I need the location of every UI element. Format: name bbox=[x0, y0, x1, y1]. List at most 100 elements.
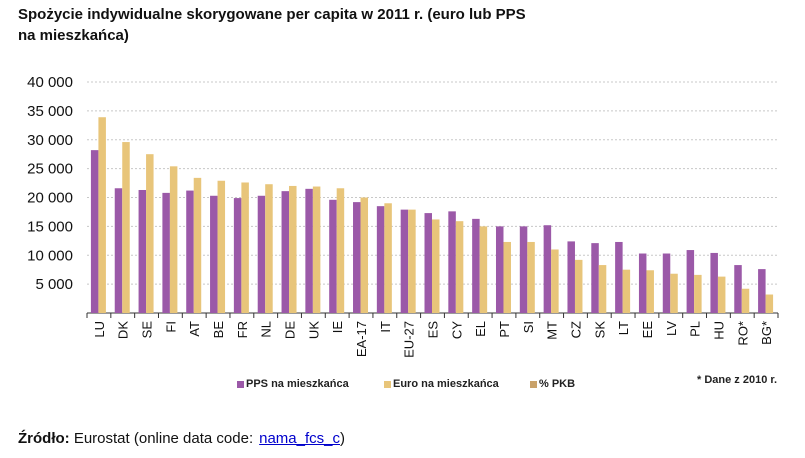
bar-euro-EL bbox=[479, 226, 488, 313]
legend-label: Euro na mieszkańca bbox=[393, 378, 499, 390]
bar-pps-LU bbox=[90, 150, 99, 313]
x-tick-label: SE bbox=[140, 321, 155, 339]
y-tick-label: 20 000 bbox=[27, 190, 73, 207]
x-tick-label: LU bbox=[92, 321, 107, 338]
source-line: Źródło: Eurostat (online data code: nama_… bbox=[18, 430, 345, 447]
x-tick-label: EL bbox=[473, 321, 488, 337]
x-tick-label: EE bbox=[640, 321, 655, 339]
legend-swatch bbox=[384, 380, 391, 388]
x-tick-label: LV bbox=[664, 321, 679, 336]
bar-pps-EA-17 bbox=[353, 202, 361, 313]
bar-euro-CY bbox=[455, 221, 464, 313]
x-tick-label: DE bbox=[283, 321, 298, 339]
bar-euro-RO* bbox=[741, 288, 750, 313]
legend-label: PPS na mieszkańca bbox=[246, 378, 349, 390]
x-tick-label: BE bbox=[211, 321, 226, 339]
bar-pps-BE bbox=[210, 195, 218, 313]
x-tick-label: ES bbox=[426, 321, 441, 339]
x-tick-label: EA-17 bbox=[354, 321, 369, 357]
x-tick-label: DK bbox=[116, 321, 131, 339]
bar-euro-NL bbox=[265, 184, 273, 313]
bar-pps-DK bbox=[114, 188, 123, 313]
x-tick-label: CZ bbox=[568, 321, 583, 338]
bar-pps-MT bbox=[543, 225, 552, 313]
bar-pps-LT bbox=[615, 241, 623, 313]
bar-pps-SE bbox=[138, 189, 147, 313]
bar-euro-DE bbox=[289, 185, 297, 313]
x-tick-label: UK bbox=[306, 321, 321, 339]
legend-item-euro: Euro na mieszkańca bbox=[384, 378, 499, 390]
x-tick-label: IT bbox=[378, 321, 393, 333]
bar-pps-HU bbox=[710, 252, 718, 313]
y-tick-label: 5 000 bbox=[35, 276, 73, 293]
bar-euro-EU-27 bbox=[408, 209, 416, 313]
bar-euro-PT bbox=[503, 241, 511, 313]
bar-euro-EA-17 bbox=[360, 197, 369, 313]
bar-euro-HU bbox=[717, 276, 726, 313]
x-tick-label: FR bbox=[235, 321, 250, 338]
source-label: Źródło: bbox=[18, 430, 70, 447]
bar-pps-IE bbox=[329, 199, 337, 313]
x-tick-label: SI bbox=[521, 321, 536, 333]
x-tick-label: NL bbox=[259, 321, 274, 338]
bar-pps-SK bbox=[591, 243, 599, 313]
bar-pps-RO* bbox=[734, 265, 742, 313]
bar-chart: 5 000 10 000 15 000 20 000 25 000 30 000 35 00… bbox=[27, 74, 779, 358]
bar-pps-CZ bbox=[567, 241, 575, 313]
bar-euro-FI bbox=[169, 166, 178, 313]
y-tick-label: 10 000 bbox=[27, 247, 73, 264]
bar-euro-LV bbox=[670, 273, 678, 313]
bar-pps-CY bbox=[448, 211, 456, 313]
x-tick-label: AT bbox=[187, 321, 202, 337]
source-link[interactable]: nama_fcs_c bbox=[259, 430, 340, 447]
bar-pps-EE bbox=[638, 253, 647, 313]
y-tick-label: 30 000 bbox=[27, 132, 73, 149]
source-text: Eurostat (online data code: bbox=[73, 430, 254, 447]
bar-pps-BG* bbox=[758, 269, 766, 313]
y-tick-label: 40 000 bbox=[27, 74, 73, 91]
legend-swatch bbox=[237, 380, 244, 388]
x-tick-label: MT bbox=[545, 321, 560, 340]
bar-pps-LV bbox=[662, 253, 671, 313]
bar-pps-ES bbox=[424, 213, 432, 313]
legend-item-pkb: % PKB bbox=[530, 378, 575, 390]
x-tick-label: RO* bbox=[735, 321, 750, 346]
bar-euro-AT bbox=[193, 177, 202, 313]
bar-euro-UK bbox=[312, 186, 321, 313]
bar-euro-IT bbox=[384, 203, 392, 313]
legend-label: % PKB bbox=[539, 378, 576, 390]
bar-pps-IT bbox=[376, 206, 385, 313]
bar-pps-FR bbox=[233, 198, 242, 313]
x-tick-label: FI bbox=[163, 321, 178, 333]
bar-euro-EE bbox=[646, 270, 654, 313]
chart-title: Spożycie indywidualne skorygowane per ca… bbox=[18, 6, 526, 44]
legend-swatch bbox=[530, 380, 537, 388]
bar-euro-LT bbox=[622, 269, 631, 313]
bar-pps-EL bbox=[472, 218, 480, 313]
bar-euro-DK bbox=[122, 142, 130, 313]
bar-euro-ES bbox=[432, 219, 440, 313]
y-tick-label: 35 000 bbox=[27, 103, 73, 120]
y-tick-label: 15 000 bbox=[27, 218, 73, 235]
footnote: * Dane z 2010 r. bbox=[697, 374, 778, 386]
bar-euro-LU bbox=[98, 117, 106, 313]
bar-euro-MT bbox=[551, 249, 559, 313]
x-tick-label: LT bbox=[616, 321, 631, 335]
bar-euro-SI bbox=[527, 241, 535, 313]
bar-euro-BE bbox=[217, 180, 226, 313]
x-tick-label: SK bbox=[592, 321, 607, 339]
bar-euro-SE bbox=[146, 154, 154, 313]
bar-euro-SK bbox=[598, 265, 607, 313]
source-close: ) bbox=[340, 430, 345, 447]
bar-euro-PL bbox=[694, 274, 702, 313]
x-tick-label: BG* bbox=[759, 321, 774, 345]
bar-euro-BG* bbox=[765, 294, 774, 313]
x-tick-label: EU-27 bbox=[402, 321, 417, 358]
y-tick-label: 25 000 bbox=[27, 161, 73, 178]
legend-item-pps: PPS na mieszkańca bbox=[237, 378, 349, 390]
bar-pps-FI bbox=[162, 192, 170, 313]
x-tick-label: CY bbox=[449, 321, 464, 339]
bar-pps-UK bbox=[305, 188, 313, 313]
bar-pps-AT bbox=[186, 190, 194, 313]
x-tick-label: HU bbox=[711, 321, 726, 340]
